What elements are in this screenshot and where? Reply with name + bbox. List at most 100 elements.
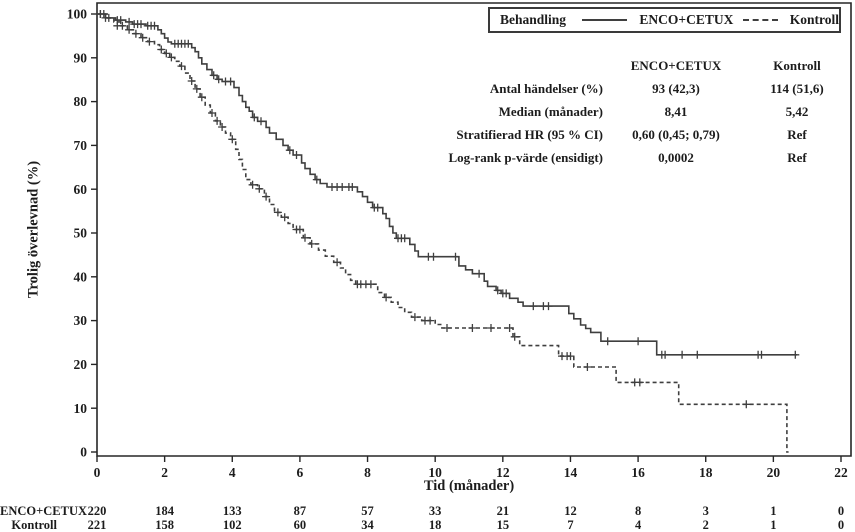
censor-mark bbox=[280, 213, 289, 222]
y-tick-label: 20 bbox=[74, 357, 88, 372]
censor-mark bbox=[451, 252, 460, 261]
stats-row-events: Antal händelser (%) 93 (42,3) 114 (51,6) bbox=[348, 77, 848, 100]
risk-count: 2 bbox=[702, 518, 709, 532]
x-tick-label: 14 bbox=[564, 465, 578, 480]
risk-count: 7 bbox=[567, 518, 574, 532]
censor-mark bbox=[312, 175, 321, 184]
x-tick-label: 6 bbox=[297, 465, 304, 480]
x-tick-label: 12 bbox=[496, 465, 510, 480]
censor-mark bbox=[101, 13, 110, 22]
censor-mark bbox=[226, 77, 235, 86]
stats-header-enco-cetux: ENCO+CETUX bbox=[630, 57, 722, 73]
censor-mark bbox=[145, 37, 154, 46]
censor-mark bbox=[167, 53, 176, 62]
risk-count: 21 bbox=[496, 504, 510, 518]
stats-value-hr-enco: 0,60 (0,45; 0,79) bbox=[632, 126, 720, 142]
risk-count: 220 bbox=[87, 504, 107, 518]
censor-mark bbox=[583, 363, 592, 371]
censor-mark bbox=[301, 233, 309, 242]
censor-mark bbox=[209, 71, 218, 80]
risk-count: 18 bbox=[428, 518, 442, 532]
legend-title: Behandling bbox=[500, 12, 567, 27]
y-tick-label: 80 bbox=[74, 94, 88, 109]
y-tick-label: 90 bbox=[74, 50, 88, 65]
legend-solid-line-sample bbox=[582, 19, 628, 21]
censor-mark bbox=[157, 45, 166, 54]
censor-mark bbox=[138, 33, 147, 42]
legend-label-enco-cetux: ENCO+CETUX bbox=[639, 12, 734, 27]
y-tick-label: 60 bbox=[74, 182, 88, 197]
stats-row-pvalue: Log-rank p-värde (ensidigt) 0,0002 Ref bbox=[348, 146, 848, 169]
stats-value-pvalue-kontroll: Ref bbox=[787, 149, 807, 165]
y-axis-title: Trolig överlevnad (%) bbox=[25, 160, 42, 299]
risk-count: 184 bbox=[155, 504, 174, 518]
risk-count: 4 bbox=[634, 518, 642, 532]
censor-mark bbox=[197, 93, 206, 102]
censor-mark bbox=[661, 350, 670, 359]
censor-mark bbox=[373, 203, 382, 212]
risk-count: 33 bbox=[428, 504, 442, 518]
legend-label-kontroll: Kontroll bbox=[789, 12, 839, 27]
risk-count: 34 bbox=[361, 518, 374, 532]
censor-mark bbox=[603, 337, 612, 346]
x-tick-label: 0 bbox=[94, 465, 101, 480]
censor-mark bbox=[257, 117, 265, 126]
y-tick-label: 10 bbox=[74, 401, 88, 416]
stats-label-hr: Stratifierad HR (95 % CI) bbox=[456, 126, 603, 142]
censor-mark bbox=[208, 109, 216, 117]
censor-mark bbox=[468, 324, 477, 332]
censor-mark bbox=[125, 25, 134, 34]
x-tick-label: 20 bbox=[767, 465, 781, 480]
risk-count: 87 bbox=[293, 504, 307, 518]
risk-count: 57 bbox=[361, 504, 374, 518]
censor-mark bbox=[493, 286, 502, 295]
censor-mark bbox=[228, 135, 237, 144]
censor-mark bbox=[757, 350, 766, 359]
censor-mark bbox=[429, 252, 438, 261]
censor-mark bbox=[248, 180, 257, 189]
censor-mark bbox=[382, 293, 391, 302]
risk-row-label-kontroll: Kontroll bbox=[11, 518, 57, 532]
risk-count: 60 bbox=[293, 518, 307, 532]
censor-mark bbox=[116, 16, 125, 25]
censor-mark bbox=[137, 20, 145, 29]
censor-mark bbox=[634, 337, 643, 346]
censor-mark bbox=[678, 350, 687, 359]
censor-mark bbox=[487, 324, 495, 332]
x-tick-label: 16 bbox=[631, 465, 645, 480]
censor-mark bbox=[505, 324, 514, 332]
risk-count: 1 bbox=[770, 504, 777, 518]
stats-value-median-enco: 8,41 bbox=[664, 103, 688, 119]
y-tick-label: 40 bbox=[74, 269, 88, 284]
stats-header-row: ENCO+CETUX Kontroll bbox=[348, 54, 848, 77]
censor-mark bbox=[96, 10, 105, 18]
risk-count: 0 bbox=[837, 518, 845, 532]
legend-box: Behandling ENCO+CETUX Kontroll bbox=[488, 7, 841, 33]
censor-mark bbox=[443, 324, 451, 332]
censor-mark bbox=[150, 21, 159, 30]
risk-count: 8 bbox=[634, 504, 642, 518]
x-tick-label: 22 bbox=[834, 465, 848, 480]
censor-mark bbox=[635, 378, 644, 387]
risk-count: 158 bbox=[155, 518, 174, 532]
censor-mark bbox=[131, 29, 140, 38]
censor-mark bbox=[255, 184, 264, 193]
censor-mark bbox=[162, 49, 171, 58]
censor-mark bbox=[292, 151, 301, 159]
censor-mark bbox=[213, 116, 222, 125]
censor-mark bbox=[566, 352, 575, 361]
censor-mark bbox=[184, 39, 193, 48]
risk-count: 221 bbox=[87, 518, 107, 532]
censor-mark bbox=[791, 350, 800, 359]
stats-row-median: Median (månader) 8,41 5,42 bbox=[348, 100, 848, 123]
censor-mark bbox=[400, 234, 409, 243]
stats-header-kontroll: Kontroll bbox=[773, 57, 821, 73]
censor-mark bbox=[742, 400, 751, 409]
risk-count: 3 bbox=[702, 504, 709, 518]
censor-mark bbox=[348, 183, 357, 191]
x-axis-title: Tid (månader) bbox=[423, 478, 515, 494]
risk-count: 1 bbox=[770, 518, 777, 532]
stats-row-hr: Stratifierad HR (95 % CI) 0,60 (0,45; 0,… bbox=[348, 123, 848, 146]
